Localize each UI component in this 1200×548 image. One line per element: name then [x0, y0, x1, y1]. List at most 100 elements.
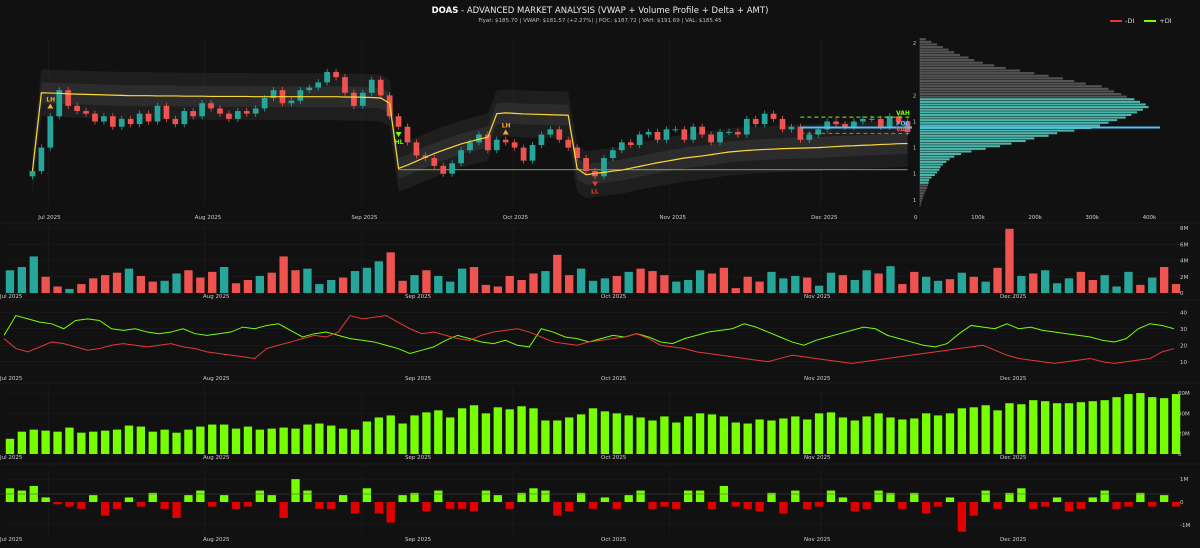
profile-bar — [920, 59, 975, 62]
volume-bar — [1148, 277, 1157, 293]
obv-y-tick-label: 60M — [1178, 391, 1190, 397]
delta-bar — [5, 488, 15, 502]
obv-bar — [731, 422, 740, 454]
obv-bar — [1052, 403, 1062, 454]
obv-bar — [481, 413, 491, 454]
volume-bar — [624, 271, 633, 293]
profile-bar — [920, 66, 1006, 70]
volume-bar — [17, 267, 27, 293]
volume-bar — [957, 272, 967, 293]
delta-bar — [1159, 495, 1169, 502]
profile-bar — [920, 134, 1049, 137]
dmi-x-tick-label: Dec 2025 — [1000, 376, 1027, 382]
volume-bar — [1052, 283, 1062, 293]
delta-bar — [1064, 502, 1074, 512]
obv-x-tick-label: Dec 2025 — [1000, 455, 1027, 461]
obv-y-tick-label: 40M — [1178, 411, 1190, 417]
volume-bar — [922, 276, 931, 293]
delta-bar — [231, 502, 241, 509]
delta-bar — [350, 502, 360, 514]
profile-y-tick-label: 2 — [913, 41, 916, 47]
candle-body — [833, 121, 839, 125]
delta-bar — [374, 502, 383, 514]
delta-bar — [767, 492, 776, 502]
profile-x-tick-label: 0 — [914, 215, 918, 221]
obv-bar — [338, 428, 348, 454]
volume-bar — [434, 275, 443, 293]
obv-bar — [231, 428, 241, 454]
volume-bar — [898, 284, 907, 293]
obv-bar — [1112, 397, 1121, 454]
chart-subtitle: Fiyat: $185.70 | VWAP: $181.57 (+2.27%) … — [478, 18, 722, 24]
profile-bar — [920, 199, 922, 203]
obv-bar — [398, 423, 407, 454]
obv-bar — [969, 407, 978, 454]
delta-bar — [53, 502, 62, 505]
price-x-tick-label: Nov 2025 — [660, 215, 687, 221]
delta-bar — [755, 502, 764, 512]
delta-bar — [1148, 502, 1157, 507]
delta-bar — [576, 492, 586, 502]
candle-body — [690, 126, 697, 140]
profile-bar — [920, 168, 940, 171]
volume-bar — [315, 284, 324, 293]
obv-bar — [1171, 394, 1181, 454]
profile-bar — [920, 132, 1058, 135]
obv-x-tick-label: Nov 2025 — [804, 455, 831, 461]
candle-body — [735, 131, 741, 135]
obv-bar — [541, 420, 550, 454]
obv-bar — [565, 417, 574, 454]
volume-bar — [1124, 271, 1133, 293]
volume-bar — [517, 280, 526, 293]
candle-body — [342, 77, 348, 93]
candle-body — [654, 131, 661, 140]
delta-bar — [1112, 502, 1121, 509]
profile-bar — [920, 95, 1127, 98]
candle-body — [136, 113, 143, 125]
delta-bar — [731, 502, 740, 507]
candle-body — [806, 134, 813, 140]
profile-bar — [920, 92, 1122, 96]
price-x-tick-label: Dec 2025 — [811, 215, 838, 221]
obv-bar — [350, 429, 360, 454]
volume-bar — [1005, 228, 1014, 293]
candle-body — [351, 92, 357, 106]
volume-bar — [612, 275, 621, 293]
profile-bar — [920, 69, 1020, 72]
obv-bar — [529, 408, 538, 454]
candle-body — [610, 150, 616, 159]
volume-x-tick-label: Jul 2025 — [0, 294, 23, 300]
vwap-inner-band — [32, 82, 908, 186]
delta-bar — [422, 502, 431, 512]
profile-x-tick-label: 200k — [1028, 215, 1042, 221]
candle-body — [520, 147, 527, 161]
candle-body — [708, 134, 714, 143]
obv-bar — [553, 420, 562, 454]
volume-bar — [5, 270, 15, 293]
obv-bar — [898, 419, 907, 454]
volume-bar — [1159, 267, 1169, 293]
candle-body — [529, 144, 536, 161]
obv-bar — [1100, 400, 1109, 454]
profile-bar — [920, 53, 960, 56]
obv-x-tick-label: Jul 2025 — [0, 455, 23, 461]
candle-body — [449, 163, 455, 174]
profile-bar — [920, 46, 943, 49]
profile-bar — [920, 179, 930, 182]
obv-bar — [160, 429, 169, 454]
obv-bar — [755, 419, 764, 454]
volume-bar — [327, 280, 336, 293]
candle-body — [154, 105, 161, 122]
delta-bar — [327, 502, 336, 509]
candle-body — [601, 158, 607, 177]
profile-bar — [920, 100, 1140, 103]
delta-bar — [398, 495, 407, 502]
delta-bar — [481, 490, 491, 502]
volume-bar — [981, 281, 990, 293]
candle-body — [234, 111, 241, 119]
obv-bar — [196, 426, 205, 454]
profile-bar — [920, 189, 926, 192]
price-x-tick-label: Aug 2025 — [195, 215, 222, 221]
obv-bar — [457, 408, 467, 454]
candle-body — [815, 129, 822, 135]
